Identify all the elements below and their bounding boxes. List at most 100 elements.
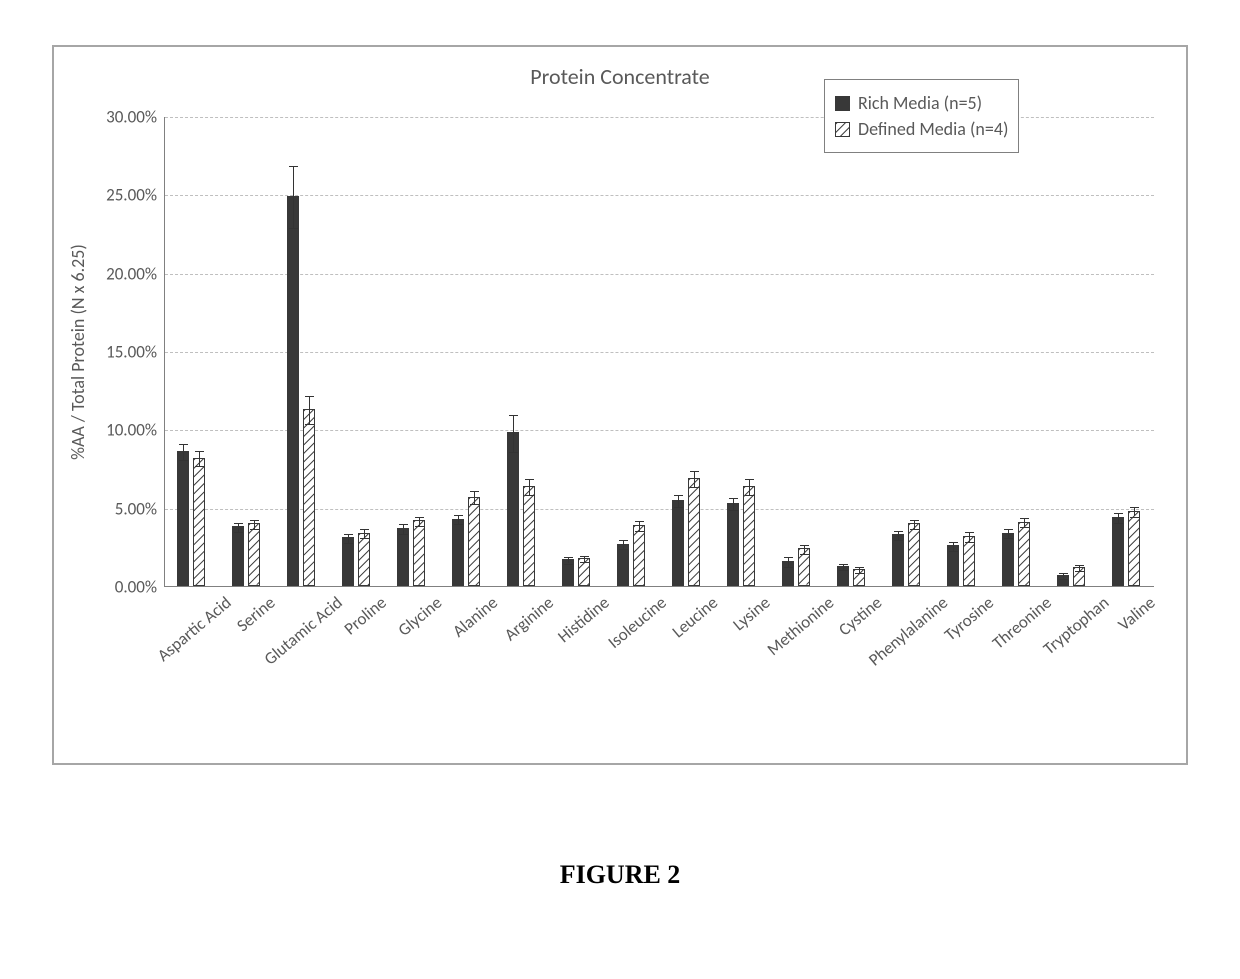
legend-item: Defined Media (n=4) (835, 118, 1008, 140)
x-tick-label: Alanine (448, 592, 501, 642)
error-bar (183, 444, 184, 460)
error-cap (949, 551, 958, 552)
bar (1002, 533, 1014, 586)
error-bar (1118, 513, 1119, 522)
error-bar (914, 520, 915, 529)
error-cap (195, 466, 204, 467)
bar (507, 432, 519, 586)
error-bar (419, 517, 420, 526)
legend-label: Rich Media (n=5) (858, 92, 982, 114)
error-cap (415, 526, 424, 527)
x-tick-label: Lysine (729, 592, 775, 635)
error-cap (894, 531, 903, 532)
x-tick-label: Serine (232, 592, 279, 636)
y-tick-label: 10.00% (106, 420, 157, 441)
error-cap (965, 532, 974, 533)
bar (743, 486, 755, 586)
error-cap (619, 540, 628, 541)
error-bar (1134, 507, 1135, 516)
y-tick-label: 25.00% (106, 185, 157, 206)
error-cap (399, 524, 408, 525)
error-cap (855, 573, 864, 574)
error-bar (403, 524, 404, 533)
plot-area: 0.00%5.00%10.00%15.00%20.00%25.00%30.00%… (164, 117, 1154, 587)
error-cap (635, 531, 644, 532)
bar (523, 486, 535, 586)
error-bar (364, 529, 365, 538)
bar (452, 519, 464, 586)
x-tick-label: Isoleucine (604, 592, 671, 653)
error-cap (564, 557, 573, 558)
bar (963, 536, 975, 586)
error-cap (344, 534, 353, 535)
error-cap (1020, 518, 1029, 519)
error-bar (953, 542, 954, 551)
error-cap (910, 529, 919, 530)
error-cap (1059, 573, 1068, 574)
error-cap (234, 523, 243, 524)
error-cap (234, 532, 243, 533)
legend-swatch (835, 96, 850, 111)
error-cap (1075, 571, 1084, 572)
bar (358, 533, 370, 586)
error-cap (454, 515, 463, 516)
error-cap (839, 564, 848, 565)
error-bar (238, 523, 239, 532)
error-bar (293, 166, 294, 229)
gridline (165, 195, 1154, 196)
error-bar (474, 491, 475, 504)
bar (287, 196, 299, 586)
error-cap (525, 495, 534, 496)
error-cap (745, 479, 754, 480)
y-tick-label: 0.00% (115, 577, 157, 598)
error-cap (415, 517, 424, 518)
x-tick-label: Aspartic Acid (153, 592, 235, 666)
error-cap (839, 570, 848, 571)
error-cap (729, 498, 738, 499)
error-cap (305, 396, 314, 397)
bar (633, 525, 645, 586)
bar (303, 409, 315, 586)
error-bar (623, 540, 624, 549)
error-cap (360, 538, 369, 539)
error-bar (678, 495, 679, 508)
error-cap (1020, 527, 1029, 528)
error-cap (509, 452, 518, 453)
y-tick-label: 20.00% (106, 263, 157, 284)
error-cap (179, 460, 188, 461)
error-bar (804, 545, 805, 554)
x-tick-label: Leucine (668, 592, 722, 642)
error-cap (894, 540, 903, 541)
error-bar (199, 451, 200, 467)
error-cap (635, 521, 644, 522)
bar (688, 478, 700, 586)
gridline (165, 352, 1154, 353)
error-cap (965, 542, 974, 543)
bar (1128, 511, 1140, 586)
legend-item: Rich Media (n=5) (835, 92, 1008, 114)
error-cap (289, 166, 298, 167)
bar (413, 520, 425, 586)
error-cap (1075, 565, 1084, 566)
x-tick-label: Cystine (834, 592, 886, 640)
error-cap (525, 479, 534, 480)
error-cap (1130, 507, 1139, 508)
error-bar (639, 521, 640, 530)
bar (468, 497, 480, 586)
error-cap (1004, 529, 1013, 530)
y-tick-label: 30.00% (106, 107, 157, 128)
error-cap (674, 495, 683, 496)
error-bar (529, 479, 530, 495)
error-bar (348, 534, 349, 543)
error-bar (458, 515, 459, 524)
error-cap (855, 567, 864, 568)
error-cap (564, 564, 573, 565)
error-cap (800, 545, 809, 546)
error-cap (580, 556, 589, 557)
y-tick-label: 5.00% (115, 498, 157, 519)
error-cap (784, 567, 793, 568)
error-cap (619, 549, 628, 550)
legend-label: Defined Media (n=4) (858, 118, 1008, 140)
bar (892, 534, 904, 586)
error-cap (800, 554, 809, 555)
